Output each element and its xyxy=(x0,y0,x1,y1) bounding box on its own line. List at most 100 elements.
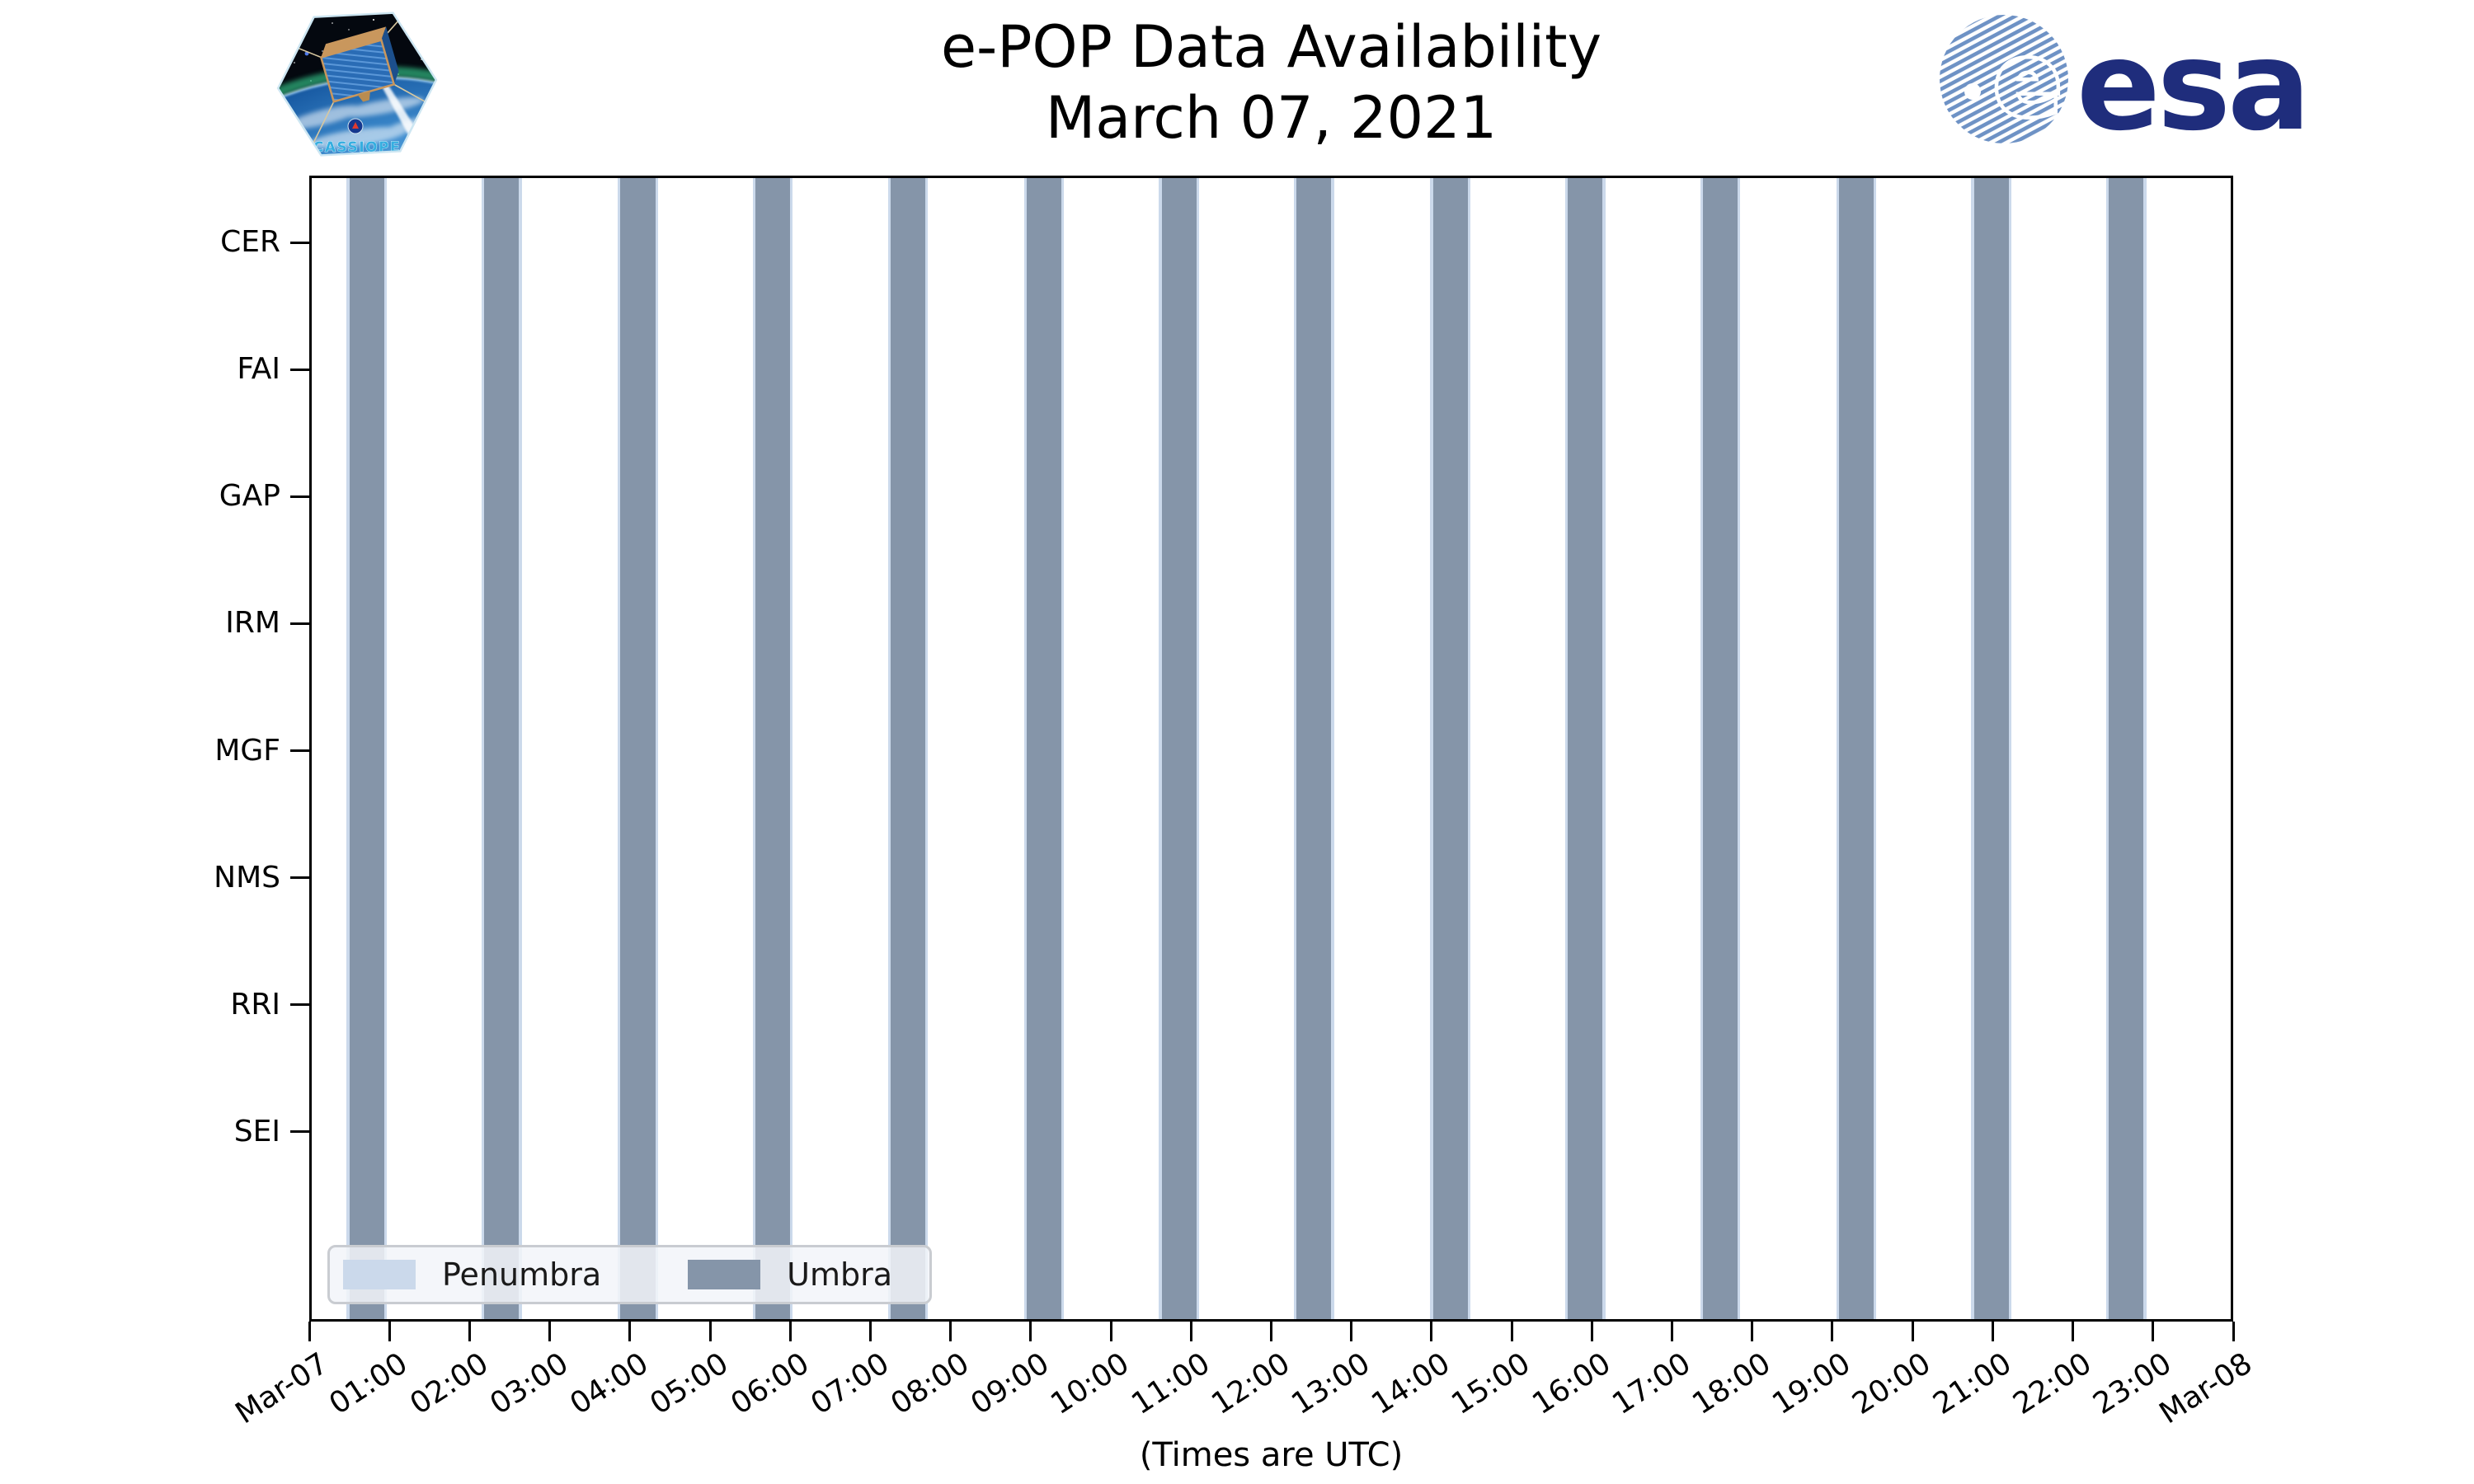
y-tick-label-gap: GAP xyxy=(219,479,280,514)
plot-area xyxy=(309,176,2233,1322)
x-tick-label-0900: 09:00 xyxy=(965,1346,1056,1422)
legend-swatch-penumbra xyxy=(343,1260,416,1289)
chart-title-line1: e-POP Data Availability xyxy=(940,13,1602,81)
x-tick-label-1500: 15:00 xyxy=(1446,1346,1536,1422)
x-tick-0500 xyxy=(708,1322,712,1341)
y-tick-rri xyxy=(290,1003,309,1007)
x-tick-1800 xyxy=(1751,1322,1754,1341)
hexagon-border xyxy=(276,12,438,157)
umbra-bar xyxy=(1161,176,1197,1322)
x-tick-2300 xyxy=(2152,1322,2155,1341)
y-tick-fai xyxy=(290,368,309,371)
legend-item-penumbra: Penumbra xyxy=(343,1256,601,1293)
x-tick-label-2100: 21:00 xyxy=(1926,1346,2018,1422)
x-tick-0200 xyxy=(468,1322,471,1341)
esa-wordmark: esa xyxy=(2077,15,2307,158)
x-tick-label-0700: 07:00 xyxy=(804,1346,896,1422)
x-tick-label-1400: 14:00 xyxy=(1366,1346,1456,1422)
umbra-bar xyxy=(1702,176,1738,1322)
csa-roundel xyxy=(347,118,364,134)
x-tick-1000 xyxy=(1109,1322,1112,1341)
x-tick-label-1600: 16:00 xyxy=(1526,1346,1617,1422)
chart-title: e-POP Data Availability March 07, 2021 xyxy=(309,12,2233,153)
legend-swatch-umbra xyxy=(688,1260,761,1289)
x-tick-label-1800: 18:00 xyxy=(1686,1346,1777,1422)
y-tick-nms xyxy=(290,876,309,880)
x-tick-0700 xyxy=(868,1322,872,1341)
x-tick-label-1300: 13:00 xyxy=(1286,1346,1376,1422)
umbra-bar xyxy=(2109,176,2144,1322)
esa-logo: e esa xyxy=(1940,15,2311,158)
chart-title-line2: March 07, 2021 xyxy=(1045,84,1498,152)
x-tick-2100 xyxy=(1991,1322,1994,1341)
umbra-bar xyxy=(1839,176,1874,1322)
x-tick-label-0800: 08:00 xyxy=(885,1346,976,1422)
x-tick-label-1200: 12:00 xyxy=(1205,1346,1296,1422)
legend-item-umbra: Umbra xyxy=(688,1256,892,1293)
x-tick-1900 xyxy=(1831,1322,1834,1341)
y-tick-label-irm: IRM xyxy=(225,606,280,641)
legend-label-umbra: Umbra xyxy=(787,1256,893,1293)
y-tick-gap xyxy=(290,495,309,498)
umbra-bar xyxy=(349,176,384,1322)
y-tick-label-sei: SEI xyxy=(233,1114,280,1148)
cassiope-satellite xyxy=(278,11,434,146)
x-tick-1300 xyxy=(1350,1322,1353,1341)
x-tick-label-0500: 05:00 xyxy=(644,1346,735,1422)
umbra-bar xyxy=(890,176,925,1322)
x-tick-label-0600: 06:00 xyxy=(724,1346,816,1422)
blue-star xyxy=(283,103,286,106)
legend: Penumbra Umbra xyxy=(327,1245,932,1304)
radio-beam xyxy=(377,75,418,136)
legend-label-penumbra: Penumbra xyxy=(442,1256,602,1293)
umbra-bar xyxy=(1027,176,1062,1322)
x-tick-label-0100: 01:00 xyxy=(323,1346,414,1422)
x-tick-1700 xyxy=(1671,1322,1674,1341)
umbra-bar xyxy=(755,176,791,1322)
aurora-band xyxy=(275,66,440,157)
x-tick-label-0200: 02:00 xyxy=(403,1346,495,1422)
y-tick-label-rri: RRI xyxy=(230,987,280,1021)
x-tick-1100 xyxy=(1189,1322,1192,1341)
y-tick-label-nms: NMS xyxy=(214,860,280,895)
x-tick-1400 xyxy=(1430,1322,1433,1341)
x-tick-label-1100: 11:00 xyxy=(1125,1346,1216,1422)
umbra-bar xyxy=(1432,176,1468,1322)
y-tick-label-mgf: MGF xyxy=(214,733,280,768)
x-axis-label: (Times are UTC) xyxy=(1139,1436,1404,1474)
esa-globe-e: e xyxy=(1994,24,2061,139)
cassiope-mission-patch: CASSIOPE xyxy=(275,11,440,157)
x-tick-0100 xyxy=(388,1322,391,1341)
x-tick-label-0400: 04:00 xyxy=(564,1346,655,1422)
x-tick-1500 xyxy=(1510,1322,1513,1341)
x-tick-mar-07 xyxy=(308,1322,311,1341)
x-tick-label-1900: 19:00 xyxy=(1766,1346,1857,1422)
y-tick-label-cer: CER xyxy=(220,225,280,259)
x-tick-0300 xyxy=(548,1322,552,1341)
x-tick-0400 xyxy=(628,1322,632,1341)
x-tick-1600 xyxy=(1590,1322,1593,1341)
x-tick-2000 xyxy=(1911,1322,1914,1341)
x-tick-label-mar-07: Mar-07 xyxy=(229,1346,334,1431)
x-tick-0900 xyxy=(1029,1322,1032,1341)
umbra-bar xyxy=(620,176,656,1322)
y-tick-sei xyxy=(290,1130,309,1134)
x-tick-0600 xyxy=(788,1322,792,1341)
x-tick-1200 xyxy=(1270,1322,1272,1341)
x-tick-2200 xyxy=(2072,1322,2075,1341)
esa-globe: e xyxy=(1940,15,2068,143)
x-tick-mar-08 xyxy=(2232,1322,2235,1341)
y-tick-irm xyxy=(290,622,309,625)
umbra-bar xyxy=(1296,176,1332,1322)
x-tick-label-mar-08: Mar-08 xyxy=(2153,1346,2258,1431)
x-tick-label-1000: 10:00 xyxy=(1045,1346,1136,1422)
y-tick-label-fai: FAI xyxy=(237,352,280,387)
umbra-bar xyxy=(1973,176,2009,1322)
x-tick-label-1700: 17:00 xyxy=(1606,1346,1697,1422)
x-tick-label-2200: 22:00 xyxy=(2007,1346,2098,1422)
esa-globe-star xyxy=(1964,83,1981,100)
atmosphere-glow xyxy=(275,76,440,157)
x-tick-label-0300: 03:00 xyxy=(484,1346,575,1422)
umbra-bar xyxy=(484,176,520,1322)
